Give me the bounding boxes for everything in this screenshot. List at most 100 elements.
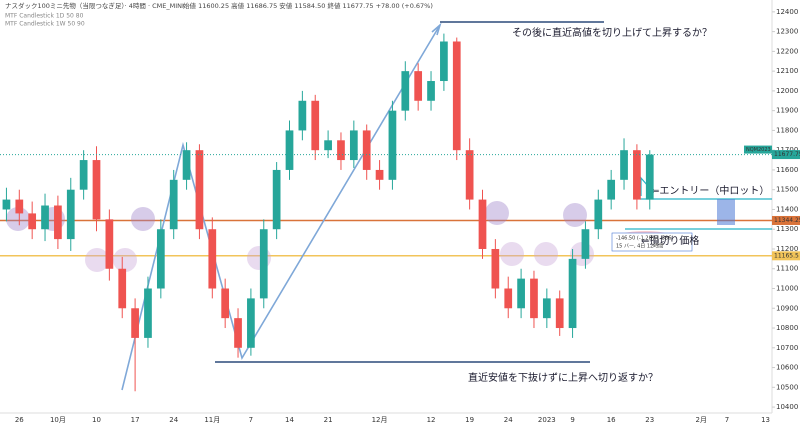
candle-body — [54, 205, 62, 240]
level-label: 11165.5 — [774, 252, 799, 259]
candle-body — [645, 154, 654, 200]
marker-circle — [113, 248, 137, 272]
indicator-label: MTF Candlestick 1W 50 90 — [5, 21, 85, 28]
x-tick-label: 2月 — [695, 416, 706, 424]
y-tick-label: 11900 — [776, 107, 798, 115]
y-tick-label: 12400 — [776, 8, 798, 16]
y-tick-label: 10700 — [776, 344, 798, 352]
x-tick-label: 2023 — [538, 416, 556, 424]
candle-body — [388, 110, 397, 180]
last-price-name: NQM2023 — [746, 147, 771, 153]
candle-body — [66, 189, 75, 240]
y-tick-label: 11000 — [776, 285, 798, 293]
candle-body — [517, 278, 525, 309]
y-tick-label: 12300 — [776, 28, 798, 36]
candle-body — [272, 169, 281, 230]
candle-body — [169, 179, 178, 230]
candle-body — [594, 199, 603, 230]
candle-body — [337, 140, 345, 161]
marker-circle — [534, 242, 558, 266]
position-info: -146.50 (-1.28%) -586 — [616, 236, 671, 242]
candle-body — [349, 130, 358, 161]
candle-body — [414, 71, 423, 101]
y-tick-label: 10400 — [776, 403, 798, 411]
candle-body — [182, 150, 191, 180]
y-tick-label: 12200 — [776, 47, 798, 55]
candle-body — [247, 298, 255, 348]
x-tick-label: 19 — [465, 416, 474, 424]
candle-body — [118, 268, 127, 309]
candle-body — [311, 100, 320, 151]
candle-body — [542, 298, 551, 319]
y-tick-label: 11500 — [776, 186, 798, 194]
ohlc-readout: 始値 11600.25 高値 11686.75 安値 11584.50 終値 1… — [183, 1, 433, 10]
marker-circle — [500, 242, 524, 266]
x-tick-label: 11月 — [204, 416, 220, 424]
y-tick-label: 12000 — [776, 87, 798, 95]
candle-body — [131, 308, 139, 338]
x-tick-label: 24 — [504, 416, 513, 424]
x-tick-label: 24 — [169, 416, 178, 424]
x-tick-label: 12月 — [372, 416, 388, 424]
y-tick-label: 11200 — [776, 245, 798, 253]
y-tick-label: 11100 — [776, 265, 798, 273]
y-tick-label: 10600 — [776, 364, 798, 372]
candle-body — [478, 199, 487, 249]
entry-arrow — [640, 176, 649, 196]
candle-body — [440, 41, 448, 82]
candle-body — [620, 150, 628, 180]
candle-body — [607, 179, 616, 200]
candle-body — [221, 288, 230, 319]
annotation: ⇐エントリー（中ロット） — [651, 184, 769, 197]
candle-body — [324, 140, 332, 151]
x-tick-label: 13 — [761, 416, 770, 424]
marker-circle — [6, 207, 30, 231]
candle-body — [195, 150, 204, 230]
candle-body — [427, 81, 435, 101]
candle-body — [144, 288, 152, 338]
y-tick-label: 12100 — [776, 67, 798, 75]
marker-circle — [85, 248, 109, 272]
level-tag — [772, 215, 800, 225]
level-label: 11344.25 — [774, 217, 800, 224]
candle-body — [15, 199, 24, 214]
candle-body — [375, 169, 384, 180]
candle-body — [491, 248, 500, 289]
candle-body — [530, 278, 538, 319]
last-price-name-tag — [744, 145, 772, 154]
x-tick-label: 17 — [131, 416, 140, 424]
arrow-head — [431, 22, 442, 36]
candle-body — [465, 150, 474, 200]
indicator-label: MTF Candlestick 1D 50 80 — [5, 13, 84, 20]
symbol-title: ナスダック100ミニ先物（当限つなぎ足）· 4時間 · CME_MINI — [5, 1, 184, 10]
annotation: その後に直近高値を切り上げて上昇するか？ — [512, 26, 712, 39]
annotation: ⇐損切り価格 — [641, 234, 699, 247]
y-tick-label: 10900 — [776, 304, 798, 312]
candle-body — [156, 229, 165, 289]
candle-body — [504, 288, 513, 309]
position-info-box — [611, 232, 693, 252]
x-tick-label: 16 — [607, 416, 616, 424]
candle-body — [234, 318, 242, 348]
last-price-label: 11677.75 — [774, 151, 800, 158]
candle-body — [568, 258, 577, 329]
candle-body — [581, 229, 590, 259]
y-tick-label: 10800 — [776, 324, 798, 332]
marker-circle — [485, 201, 509, 225]
x-tick-label: 14 — [285, 416, 294, 424]
candle-body — [28, 213, 37, 230]
annotation: 直近安値を下抜けずに上昇へ切り返すか？ — [468, 371, 658, 384]
position-info: 15 バー, 4日 12時間 — [616, 244, 663, 250]
level-tag — [772, 251, 800, 261]
y-tick-label: 11400 — [776, 205, 798, 213]
candle-body — [401, 71, 410, 111]
candle-body — [208, 229, 217, 289]
last-price-tag — [772, 150, 800, 160]
x-tick-label: 26 — [15, 416, 24, 424]
candle-body — [41, 205, 49, 230]
candle-body — [2, 199, 11, 210]
candle-body — [452, 41, 461, 151]
candle-body — [92, 160, 101, 220]
x-tick-label: 9 — [570, 416, 574, 424]
